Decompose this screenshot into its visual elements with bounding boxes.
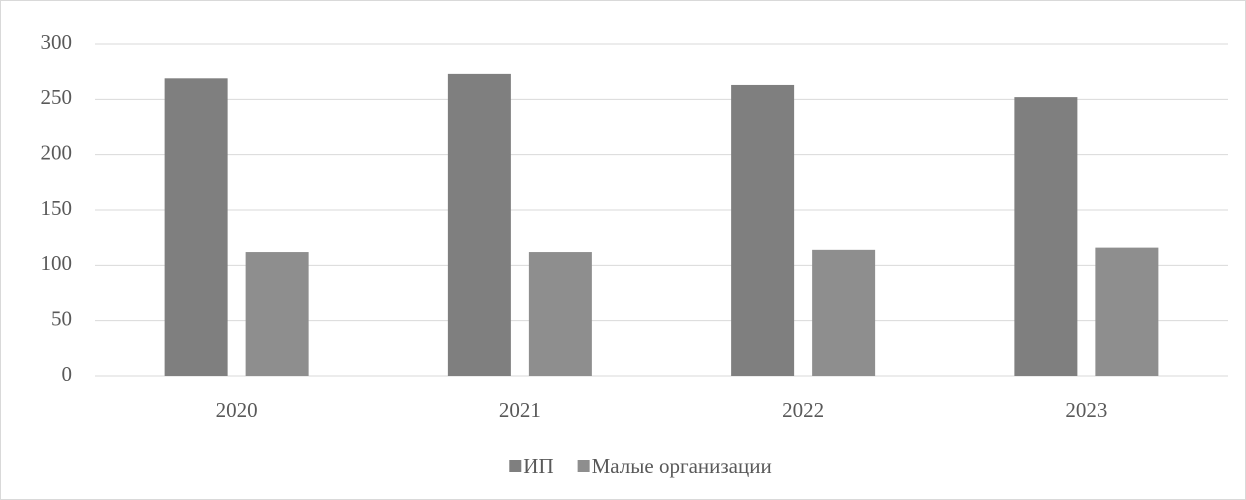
bar [1014, 97, 1078, 377]
legend-swatch [509, 460, 522, 472]
y-tick-label: 100 [41, 251, 73, 275]
legend-label: Малые организации [592, 454, 772, 478]
x-tick-label: 2022 [782, 398, 824, 422]
bar [447, 73, 511, 376]
bar [812, 249, 876, 376]
legend-swatch [577, 460, 590, 472]
bar [164, 78, 228, 376]
bar [1095, 247, 1159, 376]
y-tick-label: 0 [62, 362, 73, 386]
y-tick-label: 150 [41, 196, 73, 220]
bar [731, 84, 795, 377]
x-tick-label: 2021 [499, 398, 541, 422]
bar [245, 252, 309, 376]
y-tick-label: 50 [51, 306, 72, 330]
legend-label: ИП [523, 454, 553, 478]
y-tick-label: 200 [41, 140, 73, 164]
y-tick-label: 250 [41, 85, 73, 109]
x-tick-label: 2023 [1065, 398, 1107, 422]
x-tick-label: 2020 [216, 398, 258, 422]
bar [528, 252, 592, 376]
y-tick-label: 300 [41, 30, 73, 54]
